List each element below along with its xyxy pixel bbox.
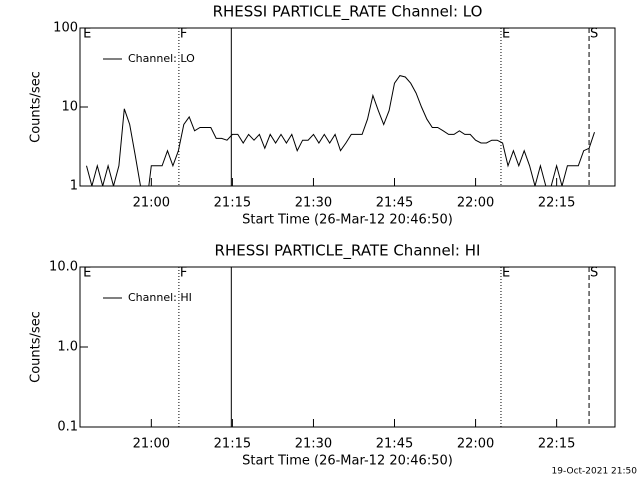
x-tick-label: 21:15: [214, 196, 251, 211]
x-tick-label: 22:00: [457, 196, 494, 211]
marker-label: S: [590, 27, 598, 42]
x-tick-label: 21:00: [133, 196, 170, 211]
x-axis-label: Start Time (26-Mar-12 20:46:50): [242, 213, 453, 228]
y-tick-label: 100: [53, 21, 78, 36]
x-tick-label: 21:30: [295, 196, 332, 211]
marker-label: F: [180, 27, 187, 42]
y-axis-label: Counts/sec: [29, 71, 44, 143]
x-tick-label: 21:15: [214, 437, 251, 452]
marker-label: E: [83, 266, 91, 281]
data-line: [86, 75, 595, 186]
footer: 19-Oct-2021 21:50: [552, 467, 638, 477]
marker-label: E: [502, 266, 510, 281]
y-tick-label: 0.1: [57, 420, 78, 435]
y-tick-label: 1.0: [57, 340, 78, 355]
marker-label: F: [180, 266, 187, 281]
x-tick-label: 22:15: [538, 196, 575, 211]
y-tick-label: 10.0: [49, 260, 78, 275]
x-tick-label: 21:45: [376, 196, 413, 211]
x-tick-label: 22:15: [538, 437, 575, 452]
legend-label: Channel: HI: [128, 291, 192, 304]
marker-label: E: [502, 27, 510, 42]
x-axis-label: Start Time (26-Mar-12 20:46:50): [242, 454, 453, 469]
x-tick-label: 21:45: [376, 437, 413, 452]
x-tick-label: 21:30: [295, 437, 332, 452]
x-tick-label: 22:00: [457, 437, 494, 452]
marker-label: E: [83, 27, 91, 42]
x-tick-label: 21:00: [133, 437, 170, 452]
chart-title: RHESSI PARTICLE_RATE Channel: HI: [215, 242, 481, 261]
y-tick-label: 10: [61, 100, 78, 115]
marker-label: S: [590, 266, 598, 281]
y-axis-label: Counts/sec: [29, 311, 44, 383]
y-tick-label: 1: [70, 179, 78, 194]
legend-label: Channel: LO: [128, 52, 195, 65]
chart-title: RHESSI PARTICLE_RATE Channel: LO: [213, 3, 483, 22]
